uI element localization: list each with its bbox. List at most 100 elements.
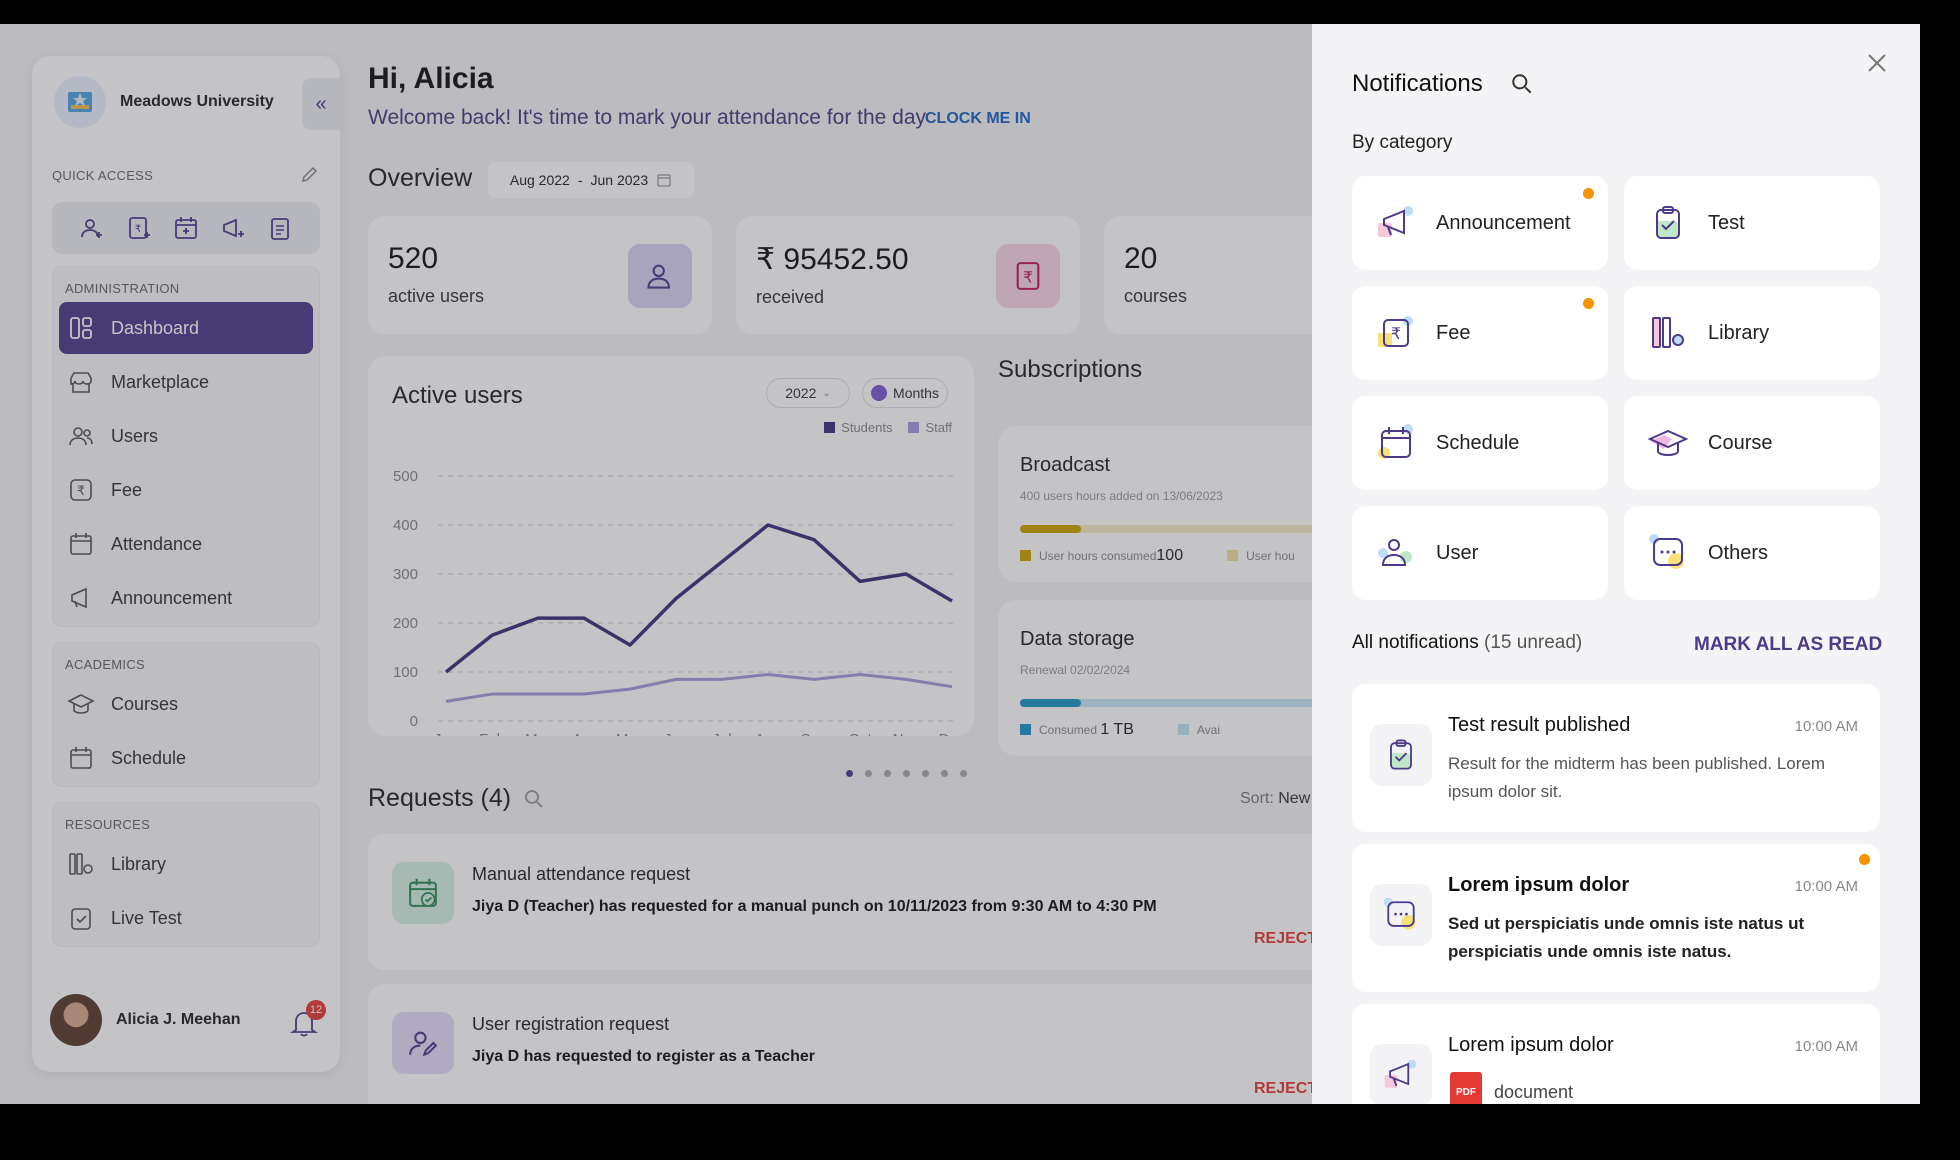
university-brand[interactable]: Meadows University (54, 76, 274, 128)
collapse-sidebar-button[interactable]: « (302, 78, 340, 130)
notifications-button[interactable] (290, 1008, 318, 1043)
usage-progress-bar (1020, 699, 1380, 707)
attachment-link[interactable]: PDF document (1450, 1072, 1573, 1104)
x-tick-label: Jan (434, 731, 458, 736)
sidebar-item-live-test[interactable]: Live Test (59, 892, 313, 944)
add-fee-icon[interactable]: ₹ (125, 214, 153, 242)
legend-available: Avai (1177, 723, 1220, 737)
svg-text:₹: ₹ (77, 483, 85, 498)
category-library[interactable]: Library (1624, 286, 1880, 380)
close-icon (1868, 54, 1886, 72)
pagination-dot[interactable] (884, 770, 891, 777)
sidebar-item-schedule[interactable]: Schedule (59, 732, 313, 784)
add-test-icon[interactable] (266, 214, 294, 242)
reject-button[interactable]: REJECT (1254, 1080, 1318, 1097)
unread-dot (1583, 188, 1594, 199)
library-icon (69, 853, 93, 875)
usage-progress-fill (1020, 699, 1082, 707)
academics-label: ACADEMICS (65, 657, 145, 672)
request-card[interactable]: User registration request Jiya D has req… (368, 984, 1368, 1104)
edit-quick-access-button[interactable] (300, 164, 320, 189)
pagination-dot[interactable] (960, 770, 967, 777)
unread-count: (15 unread) (1484, 632, 1583, 653)
pagination-dot[interactable] (846, 770, 853, 777)
mark-all-read-button[interactable]: MARK ALL AS READ (1694, 634, 1883, 655)
megaphone-icon (71, 587, 87, 609)
series-line-staff (445, 672, 953, 703)
notification-item[interactable]: Lorem ipsum dolor 10:00 AM PDF document (1352, 1004, 1880, 1104)
notifications-search-button[interactable] (1510, 72, 1534, 101)
category-announcement[interactable]: Announcement (1352, 176, 1608, 270)
category-schedule[interactable]: Schedule (1352, 396, 1608, 490)
fee-icon: ₹ (1378, 316, 1413, 347)
chart-legend: Students Staff (824, 420, 952, 435)
sidebar-item-announcement[interactable]: Announcement (59, 572, 313, 624)
sidebar-item-marketplace[interactable]: Marketplace (59, 356, 313, 408)
unread-dot (1859, 854, 1870, 865)
year-select[interactable]: 2022 ⌄ (766, 378, 850, 408)
pagination-dot[interactable] (941, 770, 948, 777)
sidebar-item-fee[interactable]: ₹ Fee (59, 464, 313, 516)
calendar-icon (1378, 424, 1413, 459)
sidebar-item-dashboard[interactable]: Dashboard (59, 302, 313, 354)
usage-progress-bar (1020, 525, 1380, 533)
users-stat-icon (628, 244, 692, 308)
legend-consumed: Consumed 1 TB (1020, 721, 1134, 739)
reject-button[interactable]: REJECT (1254, 930, 1318, 947)
received-stat[interactable]: ₹ 95452.50 received ₹ (736, 216, 1080, 334)
search-icon[interactable] (523, 788, 545, 810)
close-panel-button[interactable] (1864, 50, 1890, 81)
add-user-icon[interactable] (78, 214, 106, 242)
sidebar-item-attendance[interactable]: Attendance (59, 518, 313, 570)
sidebar-item-users[interactable]: Users (59, 410, 313, 462)
pagination-dot[interactable] (903, 770, 910, 777)
avatar (50, 994, 102, 1046)
category-user[interactable]: User (1352, 506, 1608, 600)
notification-item[interactable]: Lorem ipsum dolor 10:00 AM Sed ut perspi… (1352, 844, 1880, 992)
pagination-dot[interactable] (865, 770, 872, 777)
category-fee[interactable]: ₹ Fee (1352, 286, 1608, 380)
user-profile[interactable]: Alicia J. Meehan (50, 994, 241, 1046)
request-card[interactable]: Manual attendance request Jiya D (Teache… (368, 834, 1368, 970)
calendar-icon (70, 533, 92, 555)
request-title: Manual attendance request (472, 864, 691, 884)
registration-request-icon (392, 1012, 454, 1074)
administration-group: ADMINISTRATION Dashboard Marketplace Use… (52, 266, 320, 627)
category-label: Test (1708, 211, 1745, 234)
clock-in-button[interactable]: CLOCK ME IN (925, 110, 1031, 127)
sidebar-item-label: Live Test (111, 907, 182, 928)
chevron-double-left-icon: « (315, 92, 327, 115)
x-tick-label: Jun (664, 731, 688, 736)
subscription-subtitle: Renewal 02/02/2024 (1020, 663, 1131, 677)
page-title: Hi, Alicia (368, 62, 494, 95)
notification-item[interactable]: Test result published 10:00 AM Result fo… (1352, 684, 1880, 832)
add-schedule-icon[interactable] (172, 214, 200, 242)
category-others[interactable]: Others (1624, 506, 1880, 600)
category-test[interactable]: Test (1624, 176, 1880, 270)
category-course[interactable]: Course (1624, 396, 1880, 490)
stat-value: 520 (388, 242, 439, 275)
active-users-stat[interactable]: 520 active users (368, 216, 712, 334)
sidebar-item-courses[interactable]: Courses (59, 678, 313, 730)
courses-stat[interactable]: 20 courses (1104, 216, 1344, 334)
requests-header: Requests (4) (368, 784, 545, 813)
app-window: Meadows University « QUICK ACCESS ₹ ADMI… (0, 24, 1920, 1104)
y-tick-label: 100 (393, 664, 418, 681)
users-icon (1378, 539, 1412, 566)
sort-select[interactable]: Sort: New (1240, 790, 1310, 808)
category-label: Schedule (1436, 431, 1520, 454)
requests-title: Requests (4) (368, 784, 512, 812)
date-range-picker[interactable]: Aug 2022 - Jun 2023 (488, 162, 694, 198)
add-announcement-icon[interactable] (219, 214, 247, 242)
user-name: Alicia J. Meehan (116, 1011, 241, 1028)
x-tick-label: Apr (572, 731, 595, 736)
usage-progress-fill (1020, 525, 1082, 533)
notifications-panel: Notifications By category Announcement T… (1312, 24, 1920, 1104)
pdf-file-icon: PDF (1450, 1072, 1482, 1104)
sort-label: Sort: (1240, 790, 1274, 807)
period-toggle[interactable]: Months (862, 378, 948, 408)
notification-time: 10:00 AM (1794, 1038, 1858, 1055)
stat-value: ₹ 95452.50 (756, 243, 909, 276)
pagination-dot[interactable] (922, 770, 929, 777)
sidebar-item-library[interactable]: Library (59, 838, 313, 890)
